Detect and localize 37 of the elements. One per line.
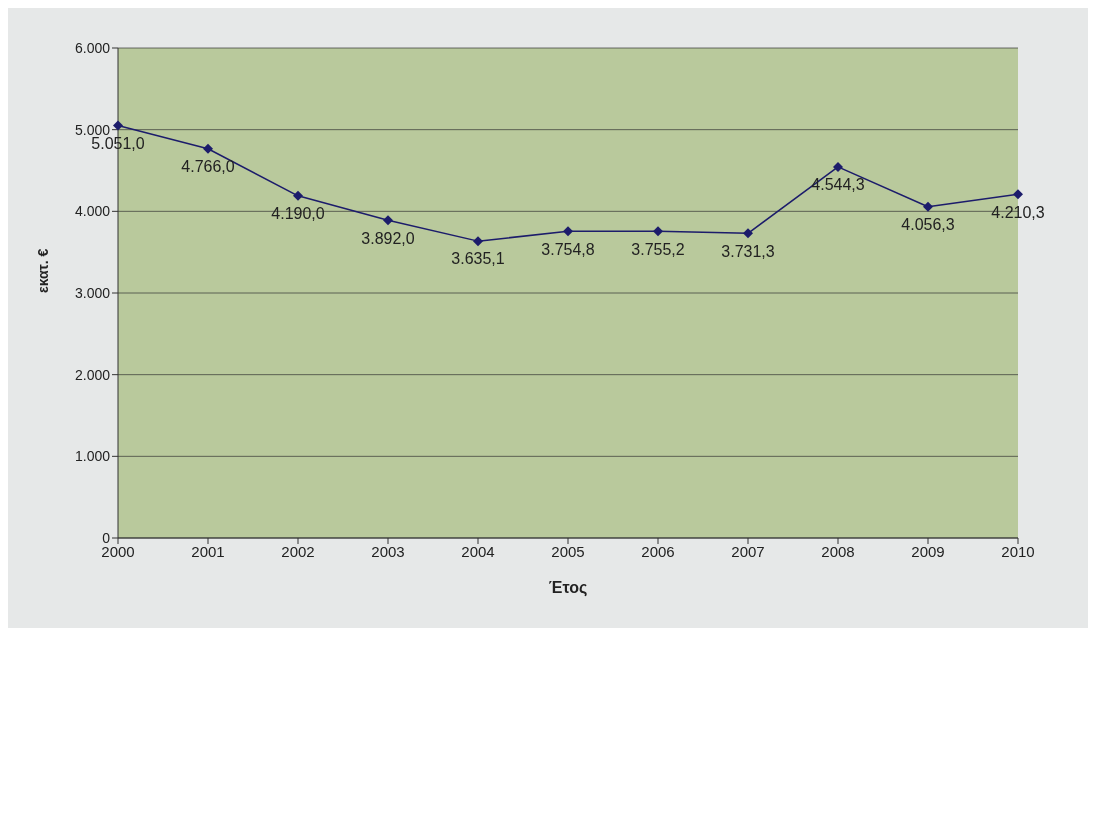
x-tick-label: 2004	[461, 542, 495, 560]
data-label: 3.754,8	[541, 240, 595, 258]
point	[293, 190, 303, 201]
point	[833, 161, 843, 172]
data-label: 3.731,3	[721, 242, 775, 260]
x-tick-label: 2002	[281, 542, 315, 560]
data-label: 3.755,2	[631, 240, 685, 258]
x-tick-label: 2001	[191, 542, 225, 560]
point	[203, 143, 213, 154]
data-label: 4.190,0	[271, 205, 325, 223]
data-label: 3.892,0	[361, 229, 415, 247]
y-tick-label: 4.000	[74, 203, 111, 220]
x-tick-label: 2007	[731, 542, 765, 560]
x-tick-label: 2010	[1001, 542, 1035, 560]
point	[563, 226, 573, 237]
point	[923, 201, 933, 212]
y-axis-title: εκατ. €	[34, 248, 51, 293]
x-tick-label: 2003	[371, 542, 405, 560]
data-label: 4.766,0	[181, 158, 235, 176]
point	[473, 236, 483, 247]
x-tick-label: 2005	[551, 542, 585, 560]
data-label: 4.210,3	[991, 203, 1045, 221]
data-label: 3.635,1	[451, 250, 505, 268]
y-tick-label: 6.000	[74, 39, 111, 56]
point	[743, 228, 753, 239]
y-tick-label: 3.000	[74, 284, 111, 301]
point	[1013, 189, 1023, 200]
data-label: 4.544,3	[811, 176, 865, 194]
y-tick-label: 2.000	[74, 366, 111, 383]
x-tick-label: 2006	[641, 542, 675, 560]
x-tick-label: 2009	[911, 542, 945, 560]
point	[383, 215, 393, 226]
x-axis-title: Έτος	[548, 579, 588, 597]
point	[653, 226, 663, 237]
x-tick-label: 2008	[821, 542, 855, 560]
y-tick-label: 1.000	[74, 448, 111, 465]
data-label: 4.056,3	[901, 216, 955, 234]
